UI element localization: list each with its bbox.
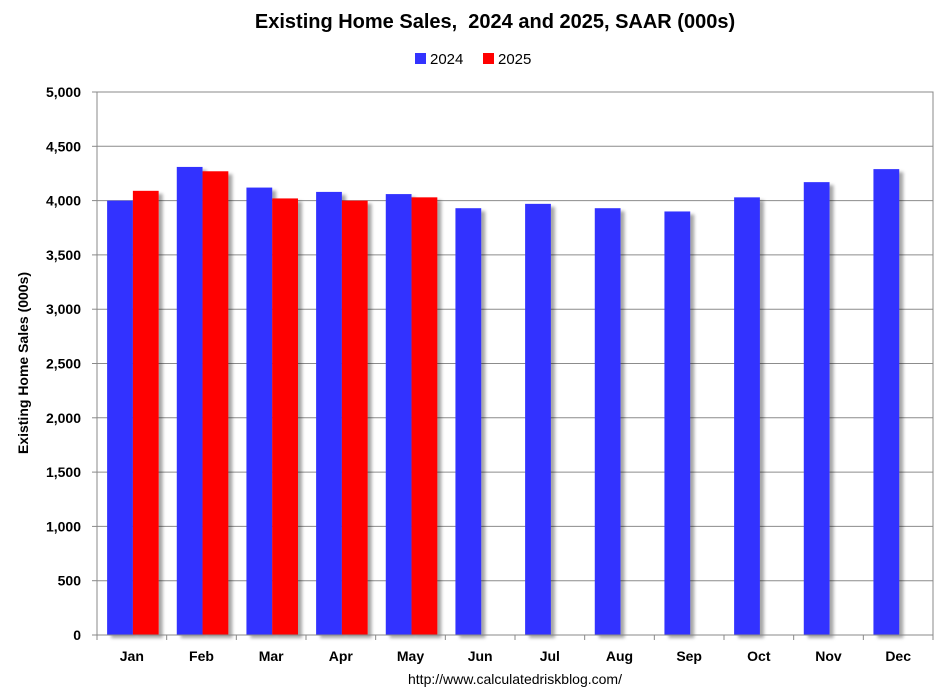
y-tick-label: 4,500 bbox=[46, 138, 81, 154]
chart-title: Existing Home Sales, 2024 and 2025, SAAR… bbox=[255, 11, 735, 33]
y-tick-label: 3,500 bbox=[46, 247, 81, 263]
x-tick-label: Mar bbox=[259, 648, 284, 664]
x-tick-label: Jun bbox=[468, 648, 493, 664]
y-tick-label: 0 bbox=[73, 627, 81, 643]
bar-2025-May bbox=[411, 197, 438, 636]
bar-2025-Apr bbox=[341, 200, 368, 635]
bar-2024-Sep bbox=[664, 211, 691, 635]
bar-2024-Oct bbox=[734, 197, 760, 636]
bar-2024-May bbox=[385, 194, 412, 636]
x-tick-label: Feb bbox=[189, 648, 214, 664]
x-tick-label: Apr bbox=[329, 648, 354, 664]
bar-2024-Jul bbox=[525, 203, 551, 635]
x-tick-label: Jan bbox=[120, 648, 144, 664]
axes bbox=[96, 91, 934, 636]
bar-2024-Feb bbox=[176, 166, 203, 635]
y-axis-ticks: 0 500 1,000 1,500 2,000 2,500 3,000 3,500 4,000 4… bbox=[46, 84, 97, 643]
bar-2025-Feb bbox=[202, 171, 229, 635]
y-tick-label: 2,000 bbox=[46, 410, 81, 426]
bar-2024-Jan bbox=[107, 200, 133, 635]
y-axis-label: Existing Home Sales (000s) bbox=[15, 272, 31, 454]
y-tick-label: 5,000 bbox=[46, 84, 81, 100]
x-tick-label: Nov bbox=[815, 648, 842, 664]
bar-2025-Mar bbox=[272, 198, 298, 636]
y-tick-label: 4,000 bbox=[46, 193, 81, 209]
bar-2024-Jun bbox=[455, 208, 482, 635]
legend-swatch-2024 bbox=[415, 53, 426, 64]
y-tick-label: 1,000 bbox=[46, 518, 81, 534]
bars bbox=[107, 166, 900, 636]
bar-2025-Jan bbox=[132, 190, 159, 636]
x-tick-label: Jul bbox=[540, 648, 560, 664]
y-tick-label: 1,500 bbox=[46, 464, 81, 480]
bar-2024-Apr bbox=[316, 191, 342, 636]
bar-2024-Dec bbox=[873, 169, 900, 635]
x-tick-label: Sep bbox=[676, 648, 702, 664]
y-tick-label: 2,500 bbox=[46, 356, 81, 372]
legend: 2024 2025 bbox=[415, 51, 531, 68]
bar-2024-Nov bbox=[803, 182, 830, 635]
legend-label: 2024 bbox=[430, 51, 463, 68]
y-tick-label: 3,000 bbox=[46, 301, 81, 317]
bar-2024-Aug bbox=[594, 208, 621, 635]
bar-2024-Mar bbox=[246, 187, 273, 635]
source-url: http://www.calculatedriskblog.com/ bbox=[408, 671, 622, 687]
y-tick-label: 500 bbox=[58, 573, 82, 589]
legend-swatch-2025 bbox=[483, 53, 494, 64]
x-tick-label: Aug bbox=[606, 648, 633, 664]
x-tick-label: Dec bbox=[885, 648, 911, 664]
x-tick-label: May bbox=[397, 648, 424, 664]
x-axis-ticks: Jan Feb Mar Apr May Jun Jul Aug Sep Oct Nov Dec bbox=[96, 635, 934, 664]
legend-label: 2025 bbox=[498, 51, 531, 68]
x-tick-label: Oct bbox=[747, 648, 771, 664]
